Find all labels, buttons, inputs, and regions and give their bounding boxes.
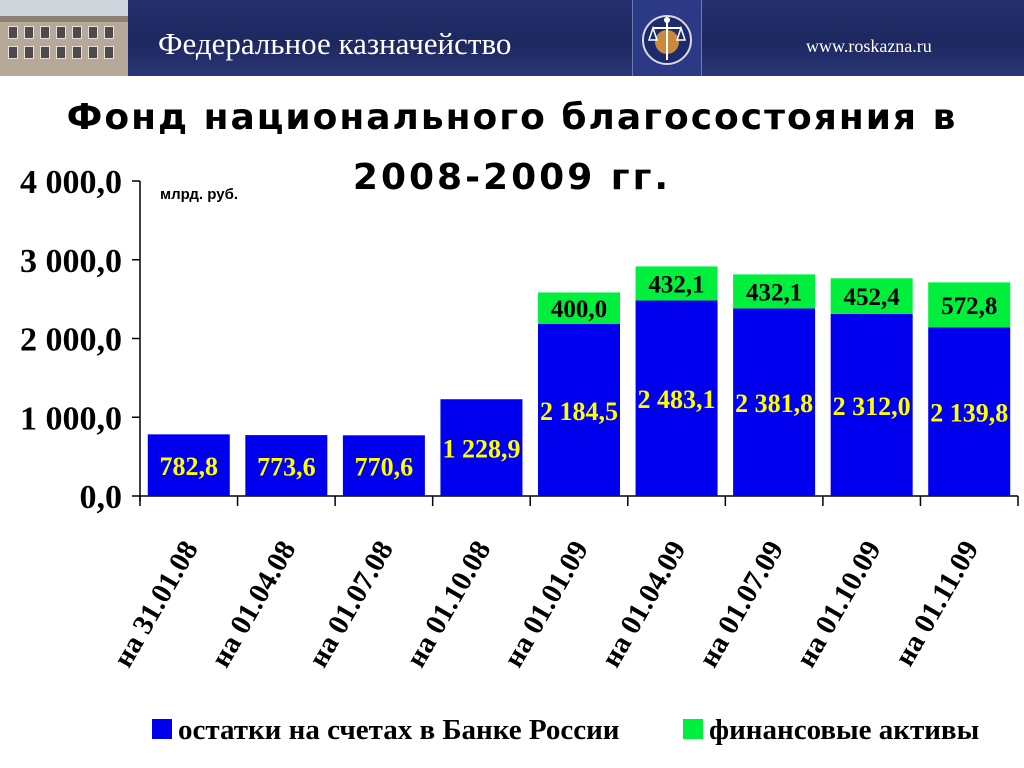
bar-bank-balance: [928, 327, 1011, 496]
data-label-bank-balance: 2 312,0: [833, 392, 911, 421]
legend-swatch-green: [683, 719, 703, 739]
y-tick-label: 4 000,0: [20, 164, 122, 201]
bar-bank-balance: [147, 434, 230, 496]
bar-bank-balance: [830, 313, 913, 496]
legend-swatch-blue: [152, 719, 172, 739]
legend-label-bank-balances: остатки на счетах в Банке России: [178, 714, 620, 746]
data-label-bank-balance: 2 139,8: [930, 399, 1008, 428]
bar-financial-assets: [733, 274, 816, 309]
data-label-bank-balance: 782,8: [160, 452, 219, 481]
data-label-bank-balance: 2 184,5: [540, 397, 618, 426]
chart-title-line-2: 2008-2009 гг.: [352, 157, 672, 198]
bar-bank-balance: [245, 435, 328, 496]
unit-label: млрд. руб.: [160, 186, 238, 203]
y-tick-label: 0,0: [80, 479, 123, 516]
x-tick-label: на 01.07.09: [692, 536, 790, 673]
x-tick-label: на 01.01.09: [497, 536, 595, 673]
treasury-emblem-icon: [632, 0, 702, 76]
bar-bank-balance: [440, 399, 523, 496]
bar-bank-balance: [733, 308, 816, 496]
data-label-bank-balance: 2 381,8: [735, 389, 813, 418]
chart-title: Фонд национального благосостояния в 2008…: [0, 88, 1024, 208]
data-label-financial-assets: 400,0: [551, 296, 607, 323]
data-label-bank-balance: 2 483,1: [638, 385, 716, 414]
x-tick-label: на 01.10.08: [400, 536, 498, 673]
data-label-financial-assets: 572,8: [941, 293, 997, 320]
data-label-financial-assets: 432,1: [648, 271, 704, 298]
data-label-bank-balance: 770,6: [355, 453, 414, 482]
y-tick-label: 2 000,0: [20, 322, 122, 359]
building-photo: [0, 0, 128, 76]
x-tick-label: на 01.04.09: [595, 536, 693, 673]
bar-financial-assets: [635, 266, 718, 301]
x-tick-label: на 01.04.08: [205, 536, 303, 673]
x-tick-label: на 01.07.08: [302, 536, 400, 673]
org-name: Федеральное казначейство: [158, 26, 512, 61]
x-tick-label: на 01.11.09: [888, 535, 985, 671]
data-label-bank-balance: 773,6: [257, 453, 316, 482]
bar-financial-assets: [830, 278, 913, 314]
bar-bank-balance: [538, 323, 620, 496]
data-label-financial-assets: 452,4: [844, 284, 901, 311]
x-tick-label: на 01.10.09: [790, 536, 888, 673]
x-tick-label: на 31.01.08: [107, 536, 205, 673]
site-url: www.roskazna.ru: [806, 36, 932, 56]
legend-label-financial-assets: финансовые активы: [709, 714, 980, 746]
bar-financial-assets: [928, 282, 1011, 328]
data-label-bank-balance: 1 228,9: [442, 435, 520, 464]
bar-bank-balance: [342, 435, 425, 496]
y-tick-label: 1 000,0: [20, 400, 122, 437]
header-banner: Федеральное казначейство www.roskazna.ru: [0, 0, 1024, 76]
bar-financial-assets: [538, 292, 620, 324]
data-label-financial-assets: 432,1: [746, 279, 802, 306]
bar-bank-balance: [635, 300, 718, 496]
chart-title-line-1: Фонд национального благосостояния в: [66, 97, 958, 138]
y-tick-label: 3 000,0: [20, 243, 122, 280]
bar-chart: 0,0 1 000,0 2 000,0 3 000,0 4 000,0 млрд. руб…: [20, 164, 1019, 673]
